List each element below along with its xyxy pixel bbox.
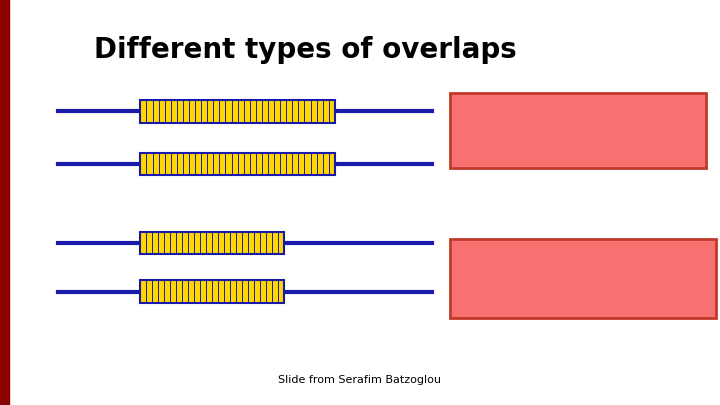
Bar [0,0,9,405]
Text: 2 overlapping“: 2 overlapping“ [459,119,551,132]
FancyBboxPatch shape [450,93,706,168]
Text: within a human chromosome: within a human chromosome [459,286,641,298]
Text: sequencing project: sequencing project [459,140,578,153]
Text: ” from a: ” from a [599,119,650,132]
Text: Example:: Example: [459,100,523,113]
Text: Example:: Example: [459,246,523,259]
Text: Slide from Serafim Batzoglou: Slide from Serafim Batzoglou [279,375,441,385]
FancyBboxPatch shape [450,239,716,318]
Text: Different types of overlaps: Different types of overlaps [94,36,516,64]
FancyBboxPatch shape [140,232,284,254]
FancyBboxPatch shape [140,280,284,303]
FancyBboxPatch shape [140,100,335,122]
Text: Search for a mouse gene: Search for a mouse gene [459,265,616,278]
FancyBboxPatch shape [140,153,335,175]
Text: reads: reads [565,119,600,132]
